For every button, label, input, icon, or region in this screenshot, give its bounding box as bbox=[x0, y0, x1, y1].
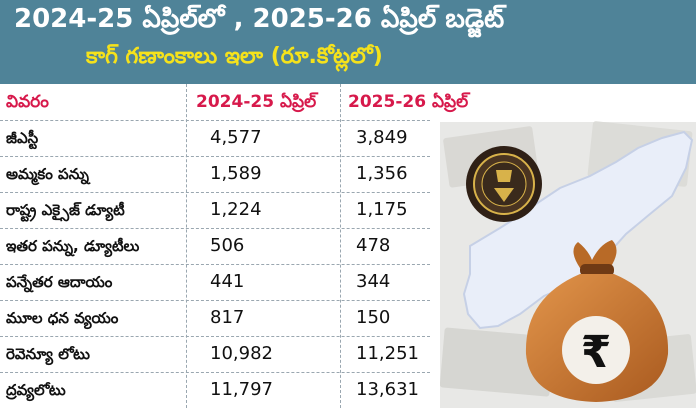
column-header-item: వివరం bbox=[6, 92, 49, 112]
value-2024: 1,589 bbox=[210, 163, 262, 184]
row-label: ద్రవ్యలోటు bbox=[6, 381, 66, 399]
row-label: జీఎస్టీ bbox=[6, 129, 39, 147]
row-divider bbox=[0, 336, 430, 337]
rupee-symbol: ₹ bbox=[581, 327, 612, 378]
column-divider bbox=[186, 84, 187, 408]
map-icon bbox=[462, 130, 694, 330]
value-2024: 506 bbox=[210, 235, 245, 256]
value-2025: 344 bbox=[356, 271, 391, 292]
value-2025: 3,849 bbox=[356, 127, 408, 148]
row-label: అమ్మకం పన్ను bbox=[6, 165, 89, 183]
row-divider bbox=[0, 300, 430, 301]
value-2025: 1,356 bbox=[356, 163, 408, 184]
row-label: ఇతర పన్ను, డ్యూటీలు bbox=[6, 237, 140, 255]
row-label: మూల ధన వ్యయం bbox=[6, 309, 119, 327]
value-2025: 11,251 bbox=[356, 343, 419, 364]
page-title: 2024-25 ఏప్రిల్‌లో , 2025-26 ఏప్రిల్ బడ్… bbox=[14, 4, 505, 34]
row-divider bbox=[0, 120, 430, 121]
row-divider bbox=[0, 264, 430, 265]
illustration: ₹ bbox=[440, 121, 696, 408]
value-2024: 817 bbox=[210, 307, 245, 328]
page-subtitle: కాగ్ గణాంకాలు ఇలా (రూ.కోట్లలో) bbox=[86, 44, 383, 69]
value-2025: 1,175 bbox=[356, 199, 408, 220]
row-divider bbox=[0, 192, 430, 193]
money-bag-icon: ₹ bbox=[525, 240, 669, 402]
value-2024: 10,982 bbox=[210, 343, 273, 364]
column-header-2024: 2024-25 ఏప్రిల్ bbox=[196, 92, 317, 112]
row-divider bbox=[0, 228, 430, 229]
column-divider bbox=[340, 84, 341, 408]
value-2024: 4,577 bbox=[210, 127, 262, 148]
row-divider bbox=[0, 156, 430, 157]
row-label: పన్నేతర ఆదాయం bbox=[6, 273, 113, 291]
value-2024: 1,224 bbox=[210, 199, 262, 220]
row-label: రాష్ట్ర ఎక్సైజ్ డ్యూటీ bbox=[6, 201, 125, 219]
value-2025: 150 bbox=[356, 307, 391, 328]
value-2025: 478 bbox=[356, 235, 391, 256]
row-divider bbox=[0, 372, 430, 373]
row-label: రెవెన్యూ లోటు bbox=[6, 345, 90, 363]
cag-emblem-icon bbox=[466, 146, 542, 222]
value-2025: 13,631 bbox=[356, 379, 419, 400]
header-banner: 2024-25 ఏప్రిల్‌లో , 2025-26 ఏప్రిల్ బడ్… bbox=[0, 0, 696, 84]
value-2024: 441 bbox=[210, 271, 245, 292]
value-2024: 11,797 bbox=[210, 379, 273, 400]
column-header-2025: 2025-26 ఏప్రిల్ bbox=[348, 92, 469, 112]
